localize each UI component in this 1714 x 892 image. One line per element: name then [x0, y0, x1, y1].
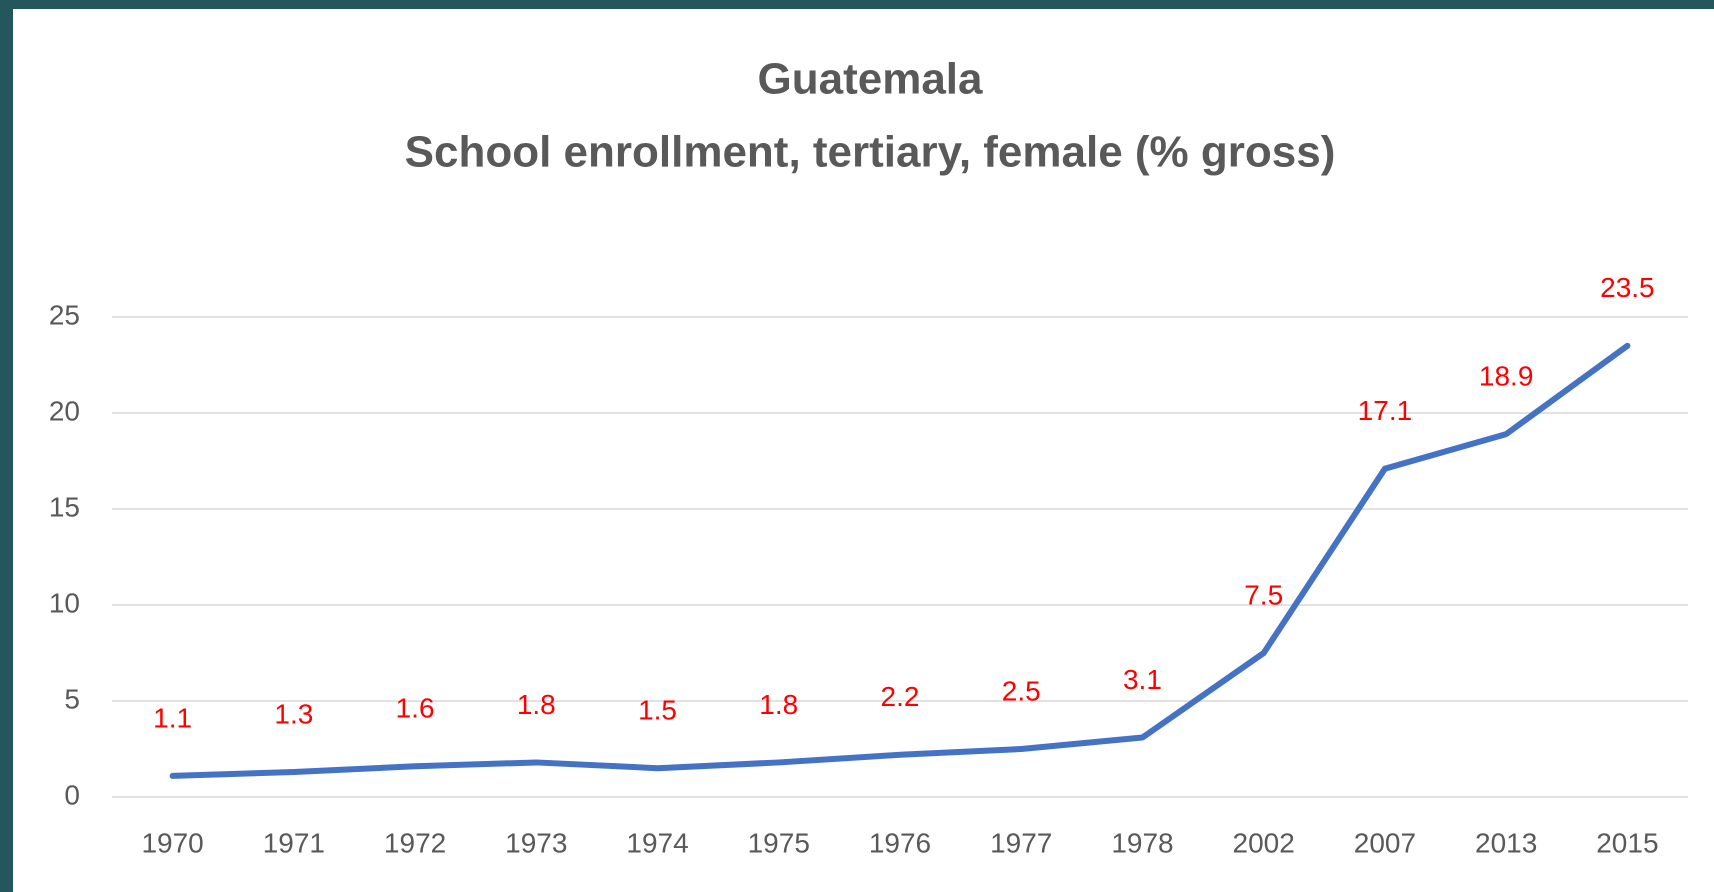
y-tick-label: 20 — [49, 395, 80, 426]
x-tick-label: 1975 — [748, 827, 810, 858]
x-tick-label: 1973 — [505, 827, 567, 858]
chart-subtitle: School enrollment, tertiary, female (% g… — [405, 128, 1336, 177]
data-label: 23.5 — [1600, 272, 1655, 303]
x-tick-label: 1970 — [141, 827, 203, 858]
data-label: 1.1 — [153, 702, 192, 733]
x-tick-label: 1978 — [1111, 827, 1173, 858]
x-tick-label: 2007 — [1354, 827, 1416, 858]
y-tick-label: 15 — [49, 491, 80, 522]
data-label: 17.1 — [1358, 395, 1413, 426]
data-label: 1.3 — [274, 698, 313, 729]
line — [169, 342, 1631, 779]
x-tick-label: 1974 — [626, 827, 688, 858]
y-tick-label: 25 — [49, 299, 80, 330]
data-label: 1.8 — [517, 689, 556, 720]
chart-panel — [13, 9, 1714, 892]
y-tick-label: 10 — [49, 587, 80, 618]
x-tick-label: 1972 — [384, 827, 446, 858]
data-label: 1.8 — [759, 689, 798, 720]
data-label: 2.2 — [881, 681, 920, 712]
data-label: 18.9 — [1479, 361, 1534, 392]
x-tick-label: 1977 — [990, 827, 1052, 858]
data-label: 7.5 — [1244, 579, 1283, 610]
x-tick-label: 1976 — [869, 827, 931, 858]
y-tick-label: 0 — [64, 779, 80, 810]
data-label: 1.5 — [638, 695, 677, 726]
x-tick-label: 2015 — [1596, 827, 1658, 858]
x-tick-label: 2013 — [1475, 827, 1537, 858]
chart-title: Guatemala — [758, 55, 984, 104]
x-tick-label: 2002 — [1233, 827, 1295, 858]
data-label: 2.5 — [1002, 675, 1041, 706]
data-label: 3.1 — [1123, 664, 1162, 695]
x-tick-label: 1971 — [263, 827, 325, 858]
data-label: 1.6 — [396, 693, 435, 724]
y-tick-label: 5 — [64, 683, 80, 714]
